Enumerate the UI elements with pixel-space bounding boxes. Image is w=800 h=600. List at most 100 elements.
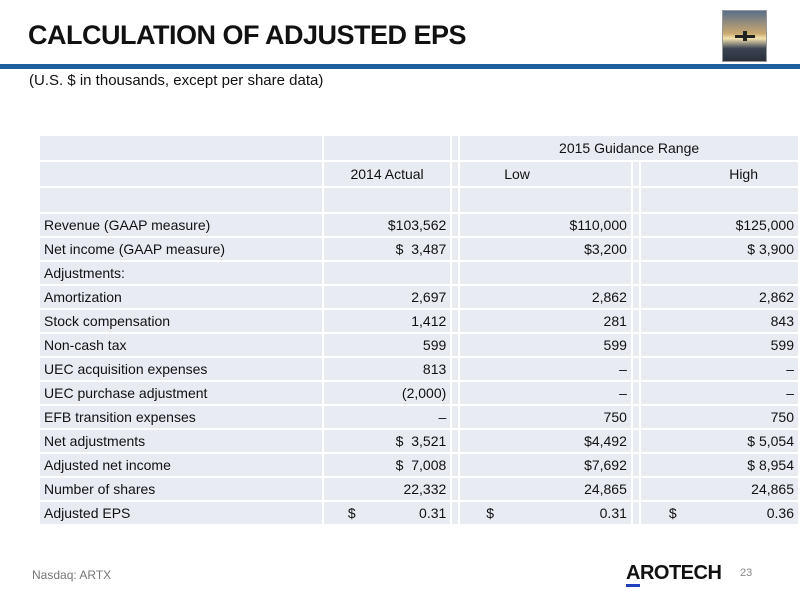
table-row-eps: Adjusted EPS $0.31 $0.31 $0.36 [40,502,798,524]
value-2014-actual: $ 3,521 [323,430,451,452]
currency-symbol: $ [486,505,494,521]
spacer [452,406,459,428]
row-label: Adjustments: [40,262,322,284]
spacer [632,406,639,428]
spacer [452,454,459,476]
row-label: EFB transition expenses [40,406,322,428]
table-row: Non-cash tax 599 599 599 [40,334,798,356]
value-2015-high [640,262,798,284]
airplane-photo [722,10,767,62]
spacer [632,478,639,500]
value-2015-low: $3,200 [460,238,631,260]
spacer [632,238,639,260]
value-2015-low: 599 [460,334,631,356]
spacer [452,358,459,380]
spacer [632,502,639,524]
table-row: UEC acquisition expenses 813– – [40,358,798,380]
table-row: Stock compensation 1,412 281 843 [40,310,798,332]
col-header-high: High [640,162,798,186]
table-row: Revenue (GAAP measure) $103,562 $110,000 $1… [40,214,798,236]
row-label: UEC purchase adjustment [40,382,322,404]
spacer [632,286,639,308]
row-label: Amortization [40,286,322,308]
value-2014-actual: $103,562 [323,214,451,236]
value-2015-high: $ 8,954 [640,454,798,476]
spacer [452,478,459,500]
spacer [632,358,639,380]
row-label: Non-cash tax [40,334,322,356]
row-label: Adjusted net income [40,454,322,476]
header-row-columns: 2014 Actual Low High [40,162,798,186]
row-label: Net adjustments [40,430,322,452]
ticker: Nasdaq: ARTX [32,568,112,582]
eps-table: 2015 Guidance Range 2014 Actual Low High… [38,134,800,526]
slide-title: CALCULATION OF ADJUSTED EPS [28,20,467,50]
spacer [452,286,459,308]
value-eps-low: $0.31 [460,502,631,524]
value-2015-high: $ 5,054 [640,430,798,452]
divider [0,64,800,69]
table-row: Net adjustments $ 3,521 $4,492 $ 5,054 [40,430,798,452]
value-2015-low: $4,492 [460,430,631,452]
value-2015-low: – [460,358,631,380]
spacer [632,214,639,236]
eps-value: 0.36 [766,505,794,521]
value-2014-actual: 22,332 [323,478,451,500]
spacer [452,382,459,404]
value-eps-actual: $0.31 [323,502,451,524]
currency-symbol: $ [347,505,356,521]
eps-value: 0.31 [599,505,627,521]
table-row: Number of shares 22,332 24,865 24,865 [40,478,798,500]
col-header-low: Low [460,162,631,186]
group-header: 2015 Guidance Range [460,136,798,160]
spacer [632,262,639,284]
value-2014-actual: 599 [323,334,451,356]
spacer [452,502,459,524]
table-row: Net income (GAAP measure) $ 3,487 $3,200 $ … [40,238,798,260]
value-2015-low: 2,862 [460,286,631,308]
value-2015-high: 599 [640,334,798,356]
value-2014-actual: 1,412 [323,310,451,332]
eps-value: 0.31 [419,505,447,521]
value-2015-low: $7,692 [460,454,631,476]
table-row: Adjusted net income $ 7,008 $7,692 $ 8,954 [40,454,798,476]
row-label: Net income (GAAP measure) [40,238,322,260]
value-2015-high: $ 3,900 [640,238,798,260]
value-2014-actual: – [323,406,451,428]
spacer [632,382,639,404]
header-row-group: 2015 Guidance Range [40,136,798,160]
spacer [452,310,459,332]
spacer [632,430,639,452]
table-row: Amortization 2,697 2,862 2,862 [40,286,798,308]
spacer [632,454,639,476]
value-2015-low: $110,000 [460,214,631,236]
value-2015-low: – [460,382,631,404]
blank-row [40,188,798,212]
row-label: UEC acquisition expenses [40,358,322,380]
row-label: Number of shares [40,478,322,500]
page-number: 23 [740,567,753,579]
value-2015-low [460,262,631,284]
value-2014-actual: $ 7,008 [323,454,451,476]
value-2015-high: – [640,358,798,380]
row-label: Revenue (GAAP measure) [40,214,322,236]
table-row: Adjustments: [40,262,798,284]
value-2014-actual: (2,000) [323,382,451,404]
value-2014-actual [323,262,451,284]
value-2015-high: 24,865 [640,478,798,500]
spacer [452,430,459,452]
value-2015-low: 24,865 [460,478,631,500]
arotech-logo: AROTECH [626,562,722,587]
value-2014-actual: $ 3,487 [323,238,451,260]
value-2015-high: 843 [640,310,798,332]
row-label: Stock compensation [40,310,322,332]
subtitle: (U.S. $ in thousands, except per share d… [29,72,324,89]
value-2015-high: $125,000 [640,214,798,236]
value-2015-high: 2,862 [640,286,798,308]
value-2014-actual: 2,697 [323,286,451,308]
spacer [452,262,459,284]
spacer [452,214,459,236]
spacer [452,334,459,356]
currency-symbol: $ [668,505,677,521]
value-2015-low: 750 [460,406,631,428]
